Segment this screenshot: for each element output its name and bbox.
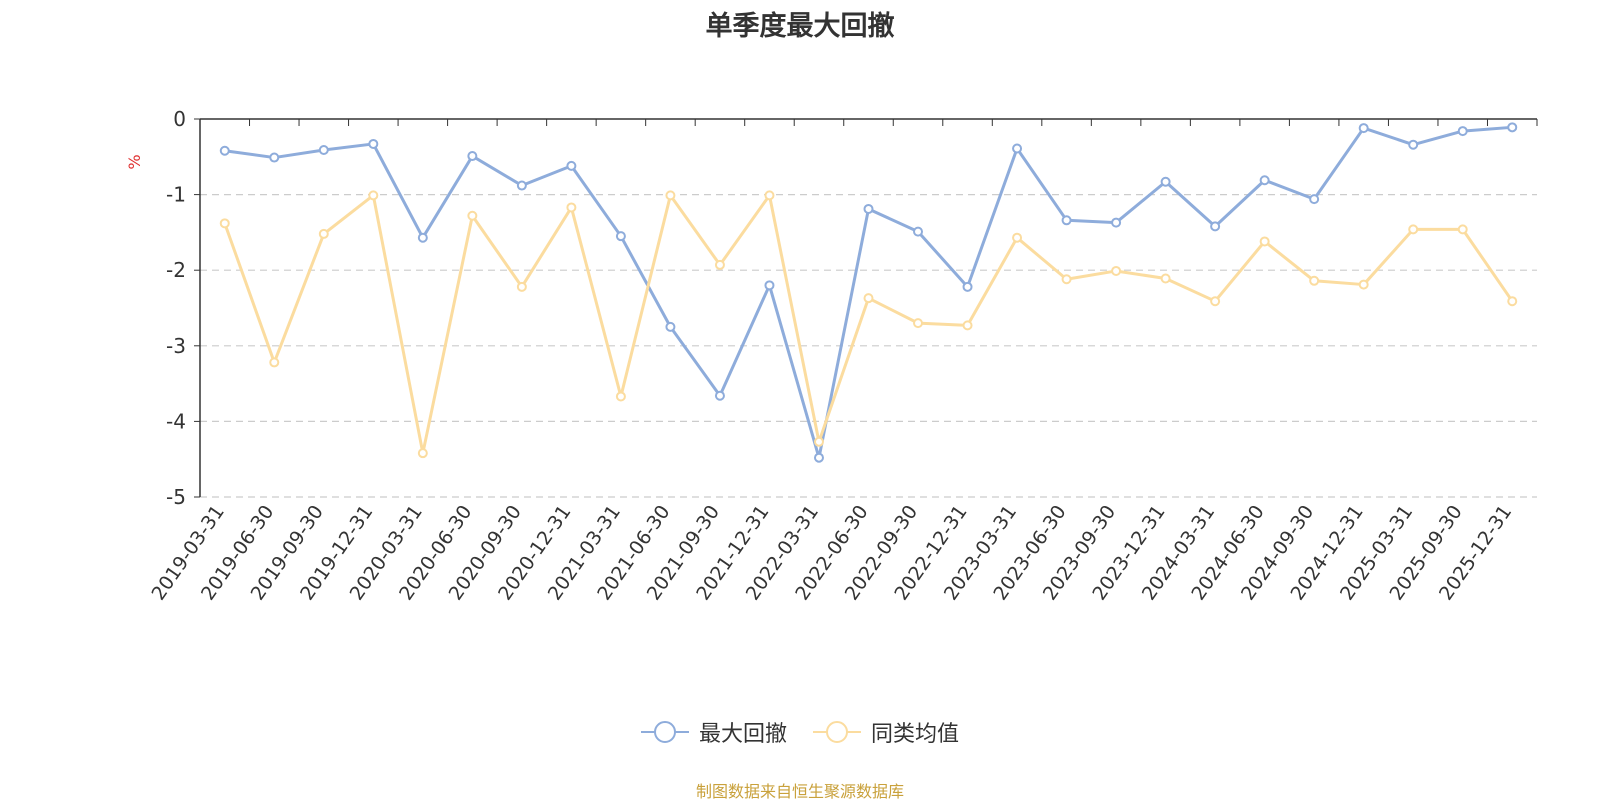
- data-point-series-1: [1012, 143, 1023, 154]
- data-point-series-2: [813, 436, 824, 447]
- legend-marker-series-2: [813, 721, 861, 743]
- series-line-1: [224, 125, 1513, 460]
- series-line-2: [223, 193, 1514, 455]
- data-point-series-1: [219, 145, 230, 156]
- data-point-series-2: [467, 210, 478, 221]
- data-point-series-1: [1210, 221, 1221, 232]
- data-point-series-1: [1160, 176, 1171, 187]
- data-point-series-2: [764, 190, 775, 201]
- data-point-series-2: [962, 320, 973, 331]
- legend: 最大回撤 同类均值: [0, 716, 1600, 748]
- data-point-series-2: [269, 357, 280, 368]
- legend-marker-series-1: [640, 721, 689, 743]
- y-tick-label: -5: [166, 485, 186, 509]
- legend-item-series-1[interactable]: 最大回撤: [640, 716, 787, 748]
- data-point-series-1: [318, 144, 329, 155]
- data-point-series-1: [615, 231, 626, 242]
- chart-title: 单季度最大回撤: [705, 11, 895, 42]
- y-axis-label: %: [125, 154, 144, 169]
- data-point-series-2: [1457, 224, 1468, 235]
- y-tick-label: -3: [166, 334, 186, 358]
- data-point-series-2: [1160, 273, 1171, 284]
- data-point-series-1: [1061, 215, 1072, 226]
- data-point-series-2: [1111, 265, 1122, 276]
- data-point-series-2: [714, 259, 725, 270]
- data-point-series-1: [269, 152, 280, 163]
- data-point-series-2: [1259, 236, 1270, 247]
- data-point-series-2: [1061, 274, 1072, 285]
- data-point-series-2: [417, 448, 428, 459]
- data-point-series-1: [913, 226, 924, 237]
- data-point-series-1: [863, 203, 874, 214]
- data-point-series-1: [1358, 123, 1369, 134]
- line-chart: 0-1-2-3-4-5%2019-03-312019-06-302019-09-…: [125, 107, 1538, 604]
- data-point-series-1: [764, 280, 775, 291]
- y-tick-label: -1: [166, 183, 186, 207]
- data-point-series-2: [368, 190, 379, 201]
- data-point-series-2: [566, 202, 577, 213]
- data-point-series-2: [665, 190, 676, 201]
- data-point-series-1: [665, 321, 676, 332]
- data-point-series-1: [714, 390, 725, 401]
- data-point-series-1: [1259, 175, 1270, 186]
- data-point-series-1: [368, 138, 379, 149]
- data-point-series-1: [1111, 217, 1122, 228]
- data-point-series-1: [962, 281, 973, 292]
- data-source-note: 制图数据来自恒生聚源数据库: [695, 782, 904, 801]
- legend-label-series-2: 同类均值: [871, 722, 960, 747]
- data-point-series-1: [467, 151, 478, 162]
- data-point-series-2: [318, 228, 329, 239]
- data-point-series-2: [1210, 296, 1221, 307]
- data-point-series-1: [1457, 126, 1468, 137]
- data-point-series-2: [1012, 232, 1023, 243]
- data-point-series-2: [1309, 275, 1320, 286]
- data-point-series-1: [516, 180, 527, 191]
- data-point-series-2: [615, 391, 626, 402]
- data-point-series-1: [813, 452, 824, 463]
- data-point-series-1: [1408, 139, 1419, 150]
- data-point-series-2: [913, 318, 924, 329]
- data-point-series-2: [1507, 296, 1518, 307]
- data-point-series-2: [516, 281, 527, 292]
- data-point-series-2: [219, 218, 230, 229]
- data-point-series-1: [417, 232, 428, 243]
- legend-item-series-2[interactable]: 同类均值: [813, 716, 959, 748]
- data-point-series-2: [1408, 224, 1419, 235]
- legend-label-series-1: 最大回撤: [698, 722, 787, 747]
- data-point-series-1: [1309, 194, 1320, 205]
- y-tick-label: -4: [166, 409, 186, 433]
- y-tick-label: -2: [166, 258, 186, 282]
- y-tick-label: 0: [173, 107, 186, 131]
- data-point-series-1: [1507, 122, 1518, 133]
- data-point-series-2: [863, 293, 874, 304]
- data-point-series-2: [1358, 279, 1369, 290]
- data-point-series-1: [566, 160, 577, 171]
